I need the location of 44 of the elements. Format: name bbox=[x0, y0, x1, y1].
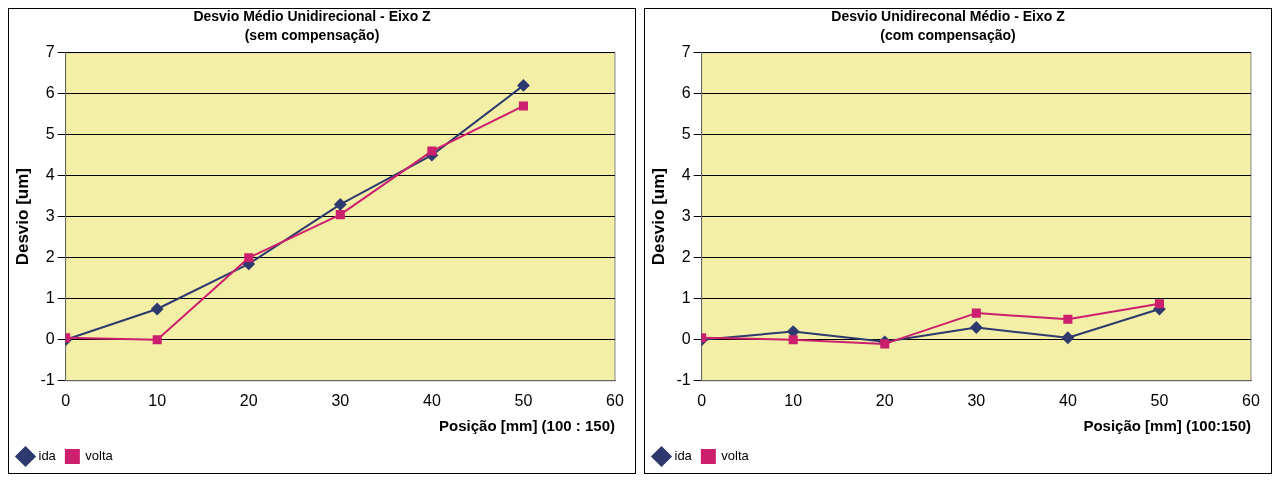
chart-title: Desvio Unidireconal Médio - Eixo Z bbox=[831, 8, 1066, 25]
y-tick-label: 3 bbox=[45, 207, 55, 225]
y-tick-label: 0 bbox=[681, 330, 691, 348]
legend-label: volta bbox=[721, 448, 750, 464]
chart-title: Desvio Médio Unidirecional - Eixo Z bbox=[193, 8, 432, 25]
legend-label: volta bbox=[85, 448, 114, 464]
x-tick-label: 30 bbox=[967, 391, 986, 409]
x-tick-label: 0 bbox=[697, 391, 707, 409]
legend-label: ida bbox=[38, 448, 57, 464]
x-tick-label: 20 bbox=[239, 391, 258, 409]
chart-subtitle: (com compensação) bbox=[880, 27, 1016, 44]
x-tick-label: 40 bbox=[1058, 391, 1077, 409]
y-tick-label: 3 bbox=[681, 207, 691, 225]
x-tick-label: 50 bbox=[1150, 391, 1169, 409]
x-tick-label: 10 bbox=[784, 391, 803, 409]
y-tick-label: 7 bbox=[45, 43, 55, 61]
x-tick-label: 30 bbox=[331, 391, 350, 409]
y-tick-label: 0 bbox=[45, 330, 55, 348]
x-axis-title: Posição [mm] (100:150) bbox=[1083, 417, 1251, 435]
y-tick-label: 7 bbox=[681, 43, 691, 61]
legend-label: ida bbox=[674, 448, 693, 464]
y-tick-label: 1 bbox=[681, 289, 691, 307]
x-tick-label: 40 bbox=[422, 391, 441, 409]
y-tick-label: 1 bbox=[45, 289, 55, 307]
x-tick-label: 10 bbox=[148, 391, 167, 409]
x-tick-label: 60 bbox=[1242, 391, 1260, 409]
y-tick-label: -1 bbox=[676, 371, 691, 389]
x-tick-label: 50 bbox=[514, 391, 533, 409]
y-tick-label: 2 bbox=[681, 248, 691, 266]
y-tick-label: 5 bbox=[681, 125, 691, 143]
y-tick-label: 2 bbox=[45, 248, 55, 266]
y-axis-title: Desvio [um] bbox=[12, 168, 32, 266]
x-tick-label: 0 bbox=[61, 391, 71, 409]
x-axis-title: Posição [mm] (100 : 150) bbox=[439, 417, 615, 435]
y-axis-title: Desvio [um] bbox=[648, 168, 668, 266]
chart-subtitle: (sem compensação) bbox=[244, 27, 380, 44]
x-tick-label: 20 bbox=[875, 391, 894, 409]
y-tick-label: 6 bbox=[681, 84, 691, 102]
y-tick-label: 4 bbox=[45, 166, 55, 184]
y-tick-label: 6 bbox=[45, 84, 55, 102]
x-tick-label: 60 bbox=[606, 391, 624, 409]
y-tick-label: 5 bbox=[45, 125, 55, 143]
y-tick-label: -1 bbox=[40, 371, 55, 389]
y-tick-label: 4 bbox=[681, 166, 691, 184]
